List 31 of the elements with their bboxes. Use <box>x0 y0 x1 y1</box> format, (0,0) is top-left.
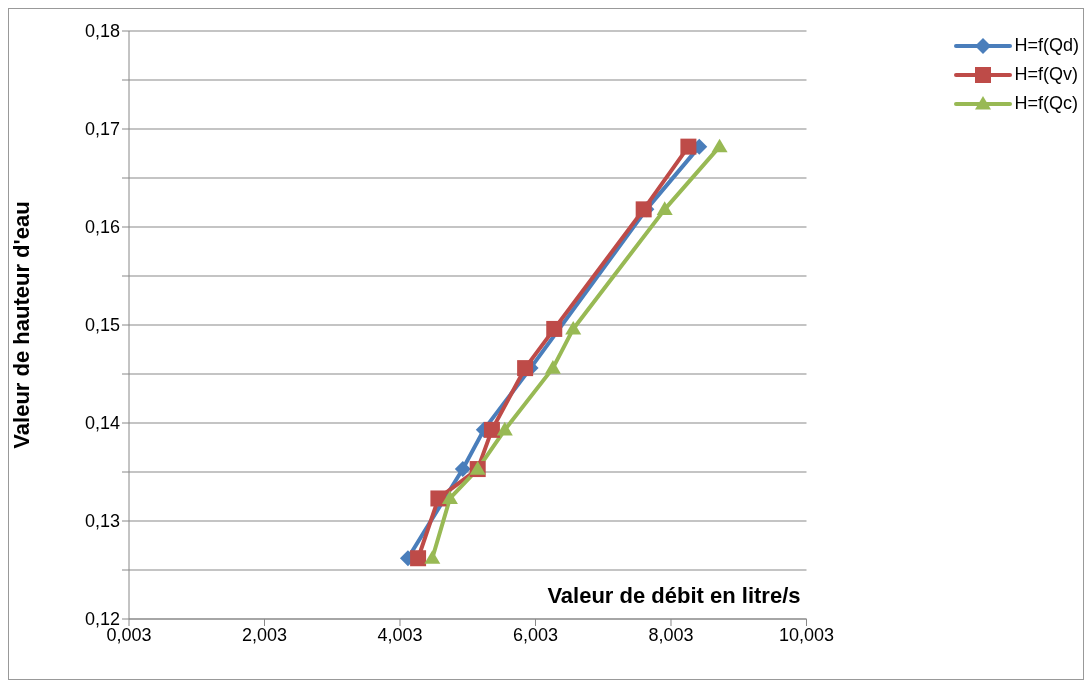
point <box>680 138 697 155</box>
x-tick-label: 10,003 <box>778 624 835 645</box>
legend-label: H=f(Qc) <box>1014 93 1078 114</box>
point <box>656 201 673 215</box>
y-tick-label: 0,15 <box>84 315 120 336</box>
point <box>517 360 534 377</box>
x-tick-label: 6,003 <box>512 624 559 645</box>
x-tick-label: 0,003 <box>106 624 152 645</box>
y-tick-label: 0,17 <box>84 119 120 140</box>
y-tick-label: 0,16 <box>84 217 120 238</box>
point <box>711 138 728 153</box>
point <box>430 490 447 507</box>
legend-label: H=f(Qv) <box>1014 64 1078 85</box>
point <box>454 461 471 478</box>
y-tick-label: 0,18 <box>84 21 120 42</box>
x-axis-title: Valeur de débit en litre/s <box>547 583 801 608</box>
y-axis-title: Valeur de hauteur d'eau <box>8 201 34 449</box>
point <box>424 550 441 564</box>
point <box>565 320 582 335</box>
x-tick-label: 8,003 <box>648 624 694 645</box>
point <box>496 421 513 436</box>
x-tick-label: 2,003 <box>241 624 288 645</box>
y-tick-label: 0,14 <box>84 413 120 434</box>
x-tick-label: 4,003 <box>377 624 423 645</box>
point <box>410 550 427 567</box>
point <box>483 421 500 438</box>
y-tick-label: 0,13 <box>84 511 120 532</box>
point <box>546 320 563 337</box>
legend-label: H=f(Qd) <box>1014 35 1079 56</box>
point <box>441 490 458 505</box>
point <box>544 360 561 374</box>
